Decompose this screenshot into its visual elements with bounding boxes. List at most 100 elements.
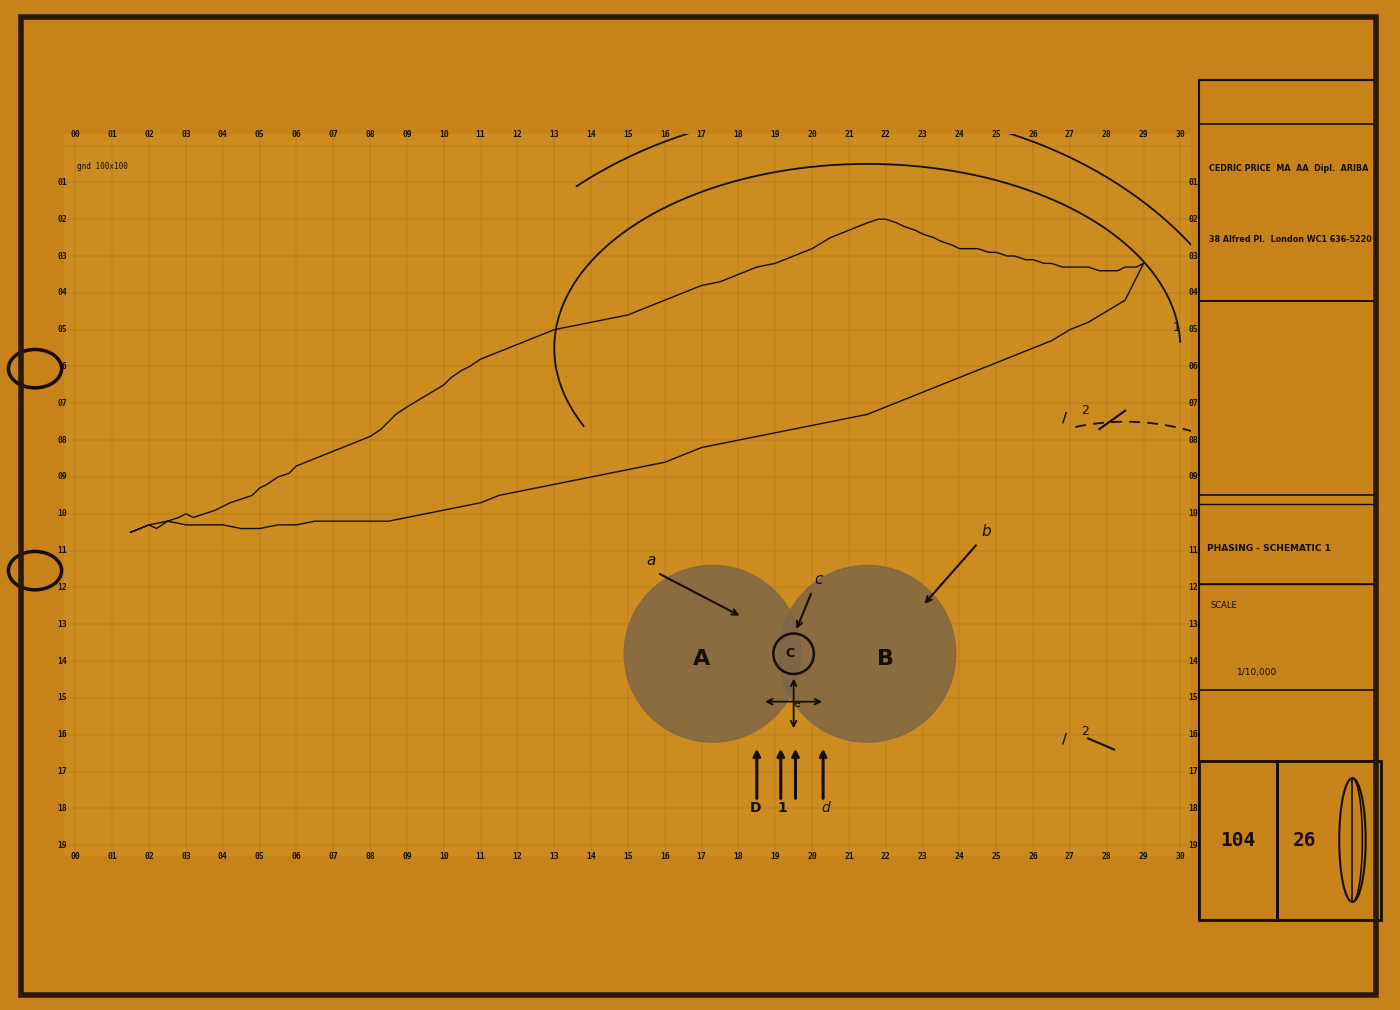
Text: c: c bbox=[813, 572, 822, 587]
Text: 02: 02 bbox=[144, 851, 154, 861]
Text: 01: 01 bbox=[108, 130, 118, 139]
Text: 11: 11 bbox=[57, 546, 67, 556]
Text: 19: 19 bbox=[770, 851, 780, 861]
Text: 09: 09 bbox=[57, 473, 67, 482]
Text: 15: 15 bbox=[623, 851, 633, 861]
Text: 16: 16 bbox=[659, 851, 669, 861]
Text: 08: 08 bbox=[365, 130, 375, 139]
Text: 22: 22 bbox=[881, 851, 890, 861]
Text: 04: 04 bbox=[1189, 288, 1198, 297]
Text: 13: 13 bbox=[549, 130, 559, 139]
Text: SCALE: SCALE bbox=[1211, 601, 1238, 610]
Text: 30: 30 bbox=[1176, 851, 1186, 861]
Text: 16: 16 bbox=[57, 730, 67, 739]
Text: 14: 14 bbox=[587, 851, 596, 861]
Text: d: d bbox=[822, 801, 830, 815]
Text: 10: 10 bbox=[57, 509, 67, 518]
Text: gnd 100x100: gnd 100x100 bbox=[77, 163, 129, 172]
Text: 25: 25 bbox=[991, 851, 1001, 861]
Text: b: b bbox=[981, 524, 991, 539]
Text: 2: 2 bbox=[1081, 404, 1089, 417]
Text: 13: 13 bbox=[57, 620, 67, 629]
Text: 02: 02 bbox=[57, 215, 67, 223]
Text: 00: 00 bbox=[70, 851, 80, 861]
Text: 20: 20 bbox=[808, 130, 818, 139]
Text: 18: 18 bbox=[1189, 804, 1198, 813]
Text: 03: 03 bbox=[181, 130, 190, 139]
Text: 12: 12 bbox=[512, 851, 522, 861]
Text: 17: 17 bbox=[57, 768, 67, 776]
Text: 26: 26 bbox=[1292, 830, 1316, 849]
Text: 08: 08 bbox=[365, 851, 375, 861]
Text: 08: 08 bbox=[57, 435, 67, 444]
Circle shape bbox=[778, 566, 956, 742]
Text: 10: 10 bbox=[438, 130, 448, 139]
Text: 01: 01 bbox=[57, 178, 67, 187]
Text: D: D bbox=[749, 801, 762, 815]
Text: 14: 14 bbox=[587, 130, 596, 139]
Text: 07: 07 bbox=[329, 130, 339, 139]
Bar bbox=[1200, 584, 1378, 690]
Text: CEDRIC PRICE  MA  AA  Dipl.  ARIBA: CEDRIC PRICE MA AA Dipl. ARIBA bbox=[1208, 164, 1368, 173]
Text: 23: 23 bbox=[917, 851, 927, 861]
Bar bbox=[1200, 761, 1277, 919]
Text: 01: 01 bbox=[108, 851, 118, 861]
Text: 24: 24 bbox=[955, 851, 965, 861]
Text: PHASING - SCHEMATIC 1: PHASING - SCHEMATIC 1 bbox=[1207, 544, 1331, 552]
Text: 15: 15 bbox=[57, 694, 67, 703]
Text: 19: 19 bbox=[770, 130, 780, 139]
Circle shape bbox=[624, 566, 801, 742]
Text: 22: 22 bbox=[881, 130, 890, 139]
Text: 17: 17 bbox=[697, 130, 707, 139]
Text: 00: 00 bbox=[70, 130, 80, 139]
Text: 06: 06 bbox=[291, 130, 301, 139]
Text: /: / bbox=[1063, 731, 1068, 745]
Text: 17: 17 bbox=[1189, 768, 1198, 776]
Text: 24: 24 bbox=[955, 130, 965, 139]
Text: 38 Alfred Pl.  London WC1 636-5220: 38 Alfred Pl. London WC1 636-5220 bbox=[1208, 234, 1372, 243]
Text: 13: 13 bbox=[549, 851, 559, 861]
Text: 09: 09 bbox=[402, 851, 412, 861]
Text: A: A bbox=[693, 648, 710, 669]
Text: 25: 25 bbox=[991, 130, 1001, 139]
Text: 05: 05 bbox=[255, 130, 265, 139]
Text: 21: 21 bbox=[844, 851, 854, 861]
Text: 18: 18 bbox=[734, 851, 743, 861]
Text: 06: 06 bbox=[291, 851, 301, 861]
Text: 20: 20 bbox=[808, 851, 818, 861]
Text: 2: 2 bbox=[1081, 725, 1089, 737]
Text: 05: 05 bbox=[255, 851, 265, 861]
Text: 1: 1 bbox=[1173, 320, 1180, 333]
Text: 12: 12 bbox=[1189, 583, 1198, 592]
Text: 28: 28 bbox=[1102, 130, 1112, 139]
Text: 02: 02 bbox=[1189, 215, 1198, 223]
Text: 10: 10 bbox=[438, 851, 448, 861]
Text: /: / bbox=[1063, 411, 1068, 425]
Text: 06: 06 bbox=[57, 362, 67, 371]
Text: 09: 09 bbox=[402, 130, 412, 139]
Bar bbox=[1277, 761, 1380, 919]
Text: 05: 05 bbox=[57, 325, 67, 334]
Text: 16: 16 bbox=[659, 130, 669, 139]
Text: 04: 04 bbox=[57, 288, 67, 297]
Text: 13: 13 bbox=[1189, 620, 1198, 629]
Bar bbox=[1200, 124, 1378, 301]
Text: 26: 26 bbox=[1028, 851, 1037, 861]
Text: 26: 26 bbox=[1028, 130, 1037, 139]
Text: 03: 03 bbox=[57, 251, 67, 261]
Text: 03: 03 bbox=[181, 851, 190, 861]
Text: 15: 15 bbox=[1189, 694, 1198, 703]
Text: 27: 27 bbox=[1065, 851, 1075, 861]
Text: 12: 12 bbox=[512, 130, 522, 139]
Text: 17: 17 bbox=[697, 851, 707, 861]
Text: 21: 21 bbox=[844, 130, 854, 139]
Text: 27: 27 bbox=[1065, 130, 1075, 139]
Bar bbox=[1200, 301, 1378, 496]
Text: 19: 19 bbox=[1189, 840, 1198, 849]
Text: 29: 29 bbox=[1138, 130, 1148, 139]
Text: 07: 07 bbox=[329, 851, 339, 861]
Text: 30: 30 bbox=[1176, 130, 1186, 139]
Text: 08: 08 bbox=[1189, 435, 1198, 444]
Text: 18: 18 bbox=[57, 804, 67, 813]
Text: e: e bbox=[794, 699, 799, 709]
